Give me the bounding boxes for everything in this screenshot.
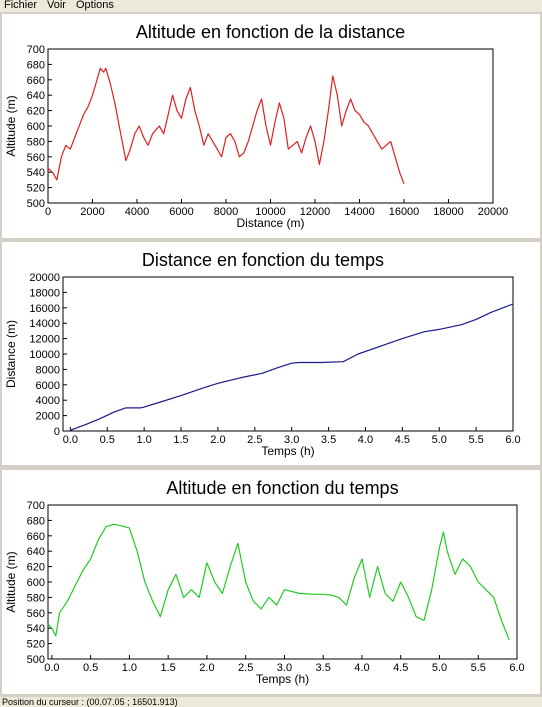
- chart-panel-distance-time: Distance en fonction du temps 0.0 0.5 1.0 1.…: [2, 242, 540, 465]
- y-tick-label: 2000: [36, 411, 60, 423]
- y-tick-label: 700: [27, 44, 45, 56]
- x-tick-label: 0.5: [83, 662, 98, 674]
- menu-view[interactable]: Voir: [47, 0, 66, 11]
- y-tick-label: 660: [27, 75, 45, 87]
- y-tick-label: 14000: [29, 318, 60, 330]
- y-axis-label: Altitude (m): [4, 95, 18, 156]
- y-axis-label: Altitude (m): [4, 551, 18, 612]
- menu-bar: Fichier Voir Options: [0, 0, 542, 12]
- x-tick-label: 1.0: [136, 434, 151, 446]
- x-tick-label: 16000: [389, 206, 420, 218]
- y-tick-label: 580: [27, 136, 45, 148]
- chart-distance-time: Distance en fonction du temps 0.0 0.5 1.0 1.…: [4, 250, 521, 458]
- y-tick-label: 0: [54, 426, 60, 438]
- y-tick-label: 640: [27, 90, 45, 102]
- x-tick-label: 6.0: [505, 434, 520, 446]
- y-tick-label: 680: [27, 59, 45, 71]
- y-tick-label: 620: [27, 106, 45, 118]
- x-tick-label: 5.5: [471, 662, 486, 674]
- chart-title: Altitude en fonction de la distance: [136, 22, 405, 42]
- x-tick-label: 10000: [255, 206, 286, 218]
- x-tick-label: 5.0: [432, 662, 447, 674]
- y-tick-label: 580: [27, 592, 45, 604]
- y-tick-label: 560: [27, 608, 45, 620]
- x-tick-label: 4.5: [395, 434, 410, 446]
- y-axis-label: Distance (m): [4, 320, 18, 388]
- x-tick-label: 20000: [478, 206, 509, 218]
- y-tick-label: 16000: [29, 303, 60, 315]
- x-tick-label: 3.0: [284, 434, 299, 446]
- x-tick-label: 2.5: [247, 434, 262, 446]
- x-tick-label: 2.5: [238, 662, 253, 674]
- chart-altitude-distance: Altitude en fonction de la distance 0 2000…: [4, 22, 509, 230]
- y-tick-label: 620: [27, 562, 45, 574]
- x-tick-label: 0: [45, 206, 51, 218]
- y-tick-label: 500: [27, 198, 45, 210]
- x-tick-label: 1.0: [122, 662, 137, 674]
- x-tick-label: 4.0: [354, 662, 369, 674]
- series-line: [47, 67, 405, 185]
- x-tick-label: 18000: [433, 206, 464, 218]
- x-axis-label: Temps (h): [261, 444, 314, 458]
- chart-title: Distance en fonction du temps: [142, 250, 384, 270]
- x-tick-label: 2000: [80, 206, 104, 218]
- menu-options[interactable]: Options: [75, 0, 114, 11]
- plot-frame: [47, 48, 494, 204]
- x-tick-label: 0.0: [63, 434, 78, 446]
- menu-file[interactable]: Fichier: [4, 0, 38, 11]
- chart-panel-altitude-time: Altitude en fonction du temps 0.0 0.5 1.0 1.…: [2, 470, 540, 694]
- x-tick-label: 3.5: [316, 662, 331, 674]
- x-tick-label: 8000: [214, 206, 238, 218]
- y-tick-label: 20000: [29, 272, 60, 284]
- y-tick-label: 8000: [36, 364, 60, 376]
- x-tick-label: 4.0: [358, 434, 373, 446]
- status-bar: Position du curseur : (00.07.05 ; 16501.…: [0, 697, 542, 707]
- x-axis-label: Distance (m): [236, 216, 304, 230]
- x-tick-label: 3.5: [321, 434, 336, 446]
- x-axis-label: Temps (h): [256, 672, 309, 686]
- series-line: [70, 303, 514, 431]
- x-tick-label: 5.0: [432, 434, 447, 446]
- y-tick-label: 540: [27, 167, 45, 179]
- x-tick-label: 1.5: [161, 662, 176, 674]
- chart-title: Altitude en fonction du temps: [166, 478, 398, 498]
- y-tick-label: 700: [27, 500, 45, 512]
- x-tick-label: 3.0: [277, 662, 292, 674]
- x-tick-label: 4.5: [393, 662, 408, 674]
- x-tick-label: 5.5: [468, 434, 483, 446]
- y-tick-label: 540: [27, 623, 45, 635]
- y-tick-label: 520: [27, 183, 45, 195]
- chart-altitude-time: Altitude en fonction du temps 0.0 0.5 1.0 1.…: [4, 478, 525, 686]
- chart-panel-altitude-distance: Altitude en fonction de la distance 0 2000…: [2, 14, 540, 238]
- plot-frame: [47, 504, 518, 660]
- y-tick-label: 520: [27, 639, 45, 651]
- x-tick-label: 2.0: [210, 434, 225, 446]
- x-tick-label: 4000: [125, 206, 149, 218]
- x-tick-label: 1.5: [173, 434, 188, 446]
- x-tick-label: 0.5: [100, 434, 115, 446]
- x-tick-label: 6.0: [509, 662, 524, 674]
- y-tick-label: 640: [27, 546, 45, 558]
- y-tick-label: 10000: [29, 349, 60, 361]
- x-tick-label: 6000: [169, 206, 193, 218]
- x-tick-label: 0.0: [44, 662, 59, 674]
- y-tick-label: 4000: [36, 395, 60, 407]
- y-tick-label: 600: [27, 121, 45, 133]
- y-tick-label: 660: [27, 531, 45, 543]
- y-tick-label: 18000: [29, 287, 60, 299]
- series-line: [47, 523, 510, 641]
- y-tick-label: 680: [27, 515, 45, 527]
- y-tick-label: 560: [27, 152, 45, 164]
- x-tick-label: 14000: [344, 206, 375, 218]
- x-tick-label: 12000: [300, 206, 331, 218]
- y-tick-label: 500: [27, 654, 45, 666]
- y-tick-label: 6000: [36, 380, 60, 392]
- x-tick-label: 2.0: [199, 662, 214, 674]
- y-tick-label: 12000: [29, 334, 60, 346]
- y-tick-label: 600: [27, 577, 45, 589]
